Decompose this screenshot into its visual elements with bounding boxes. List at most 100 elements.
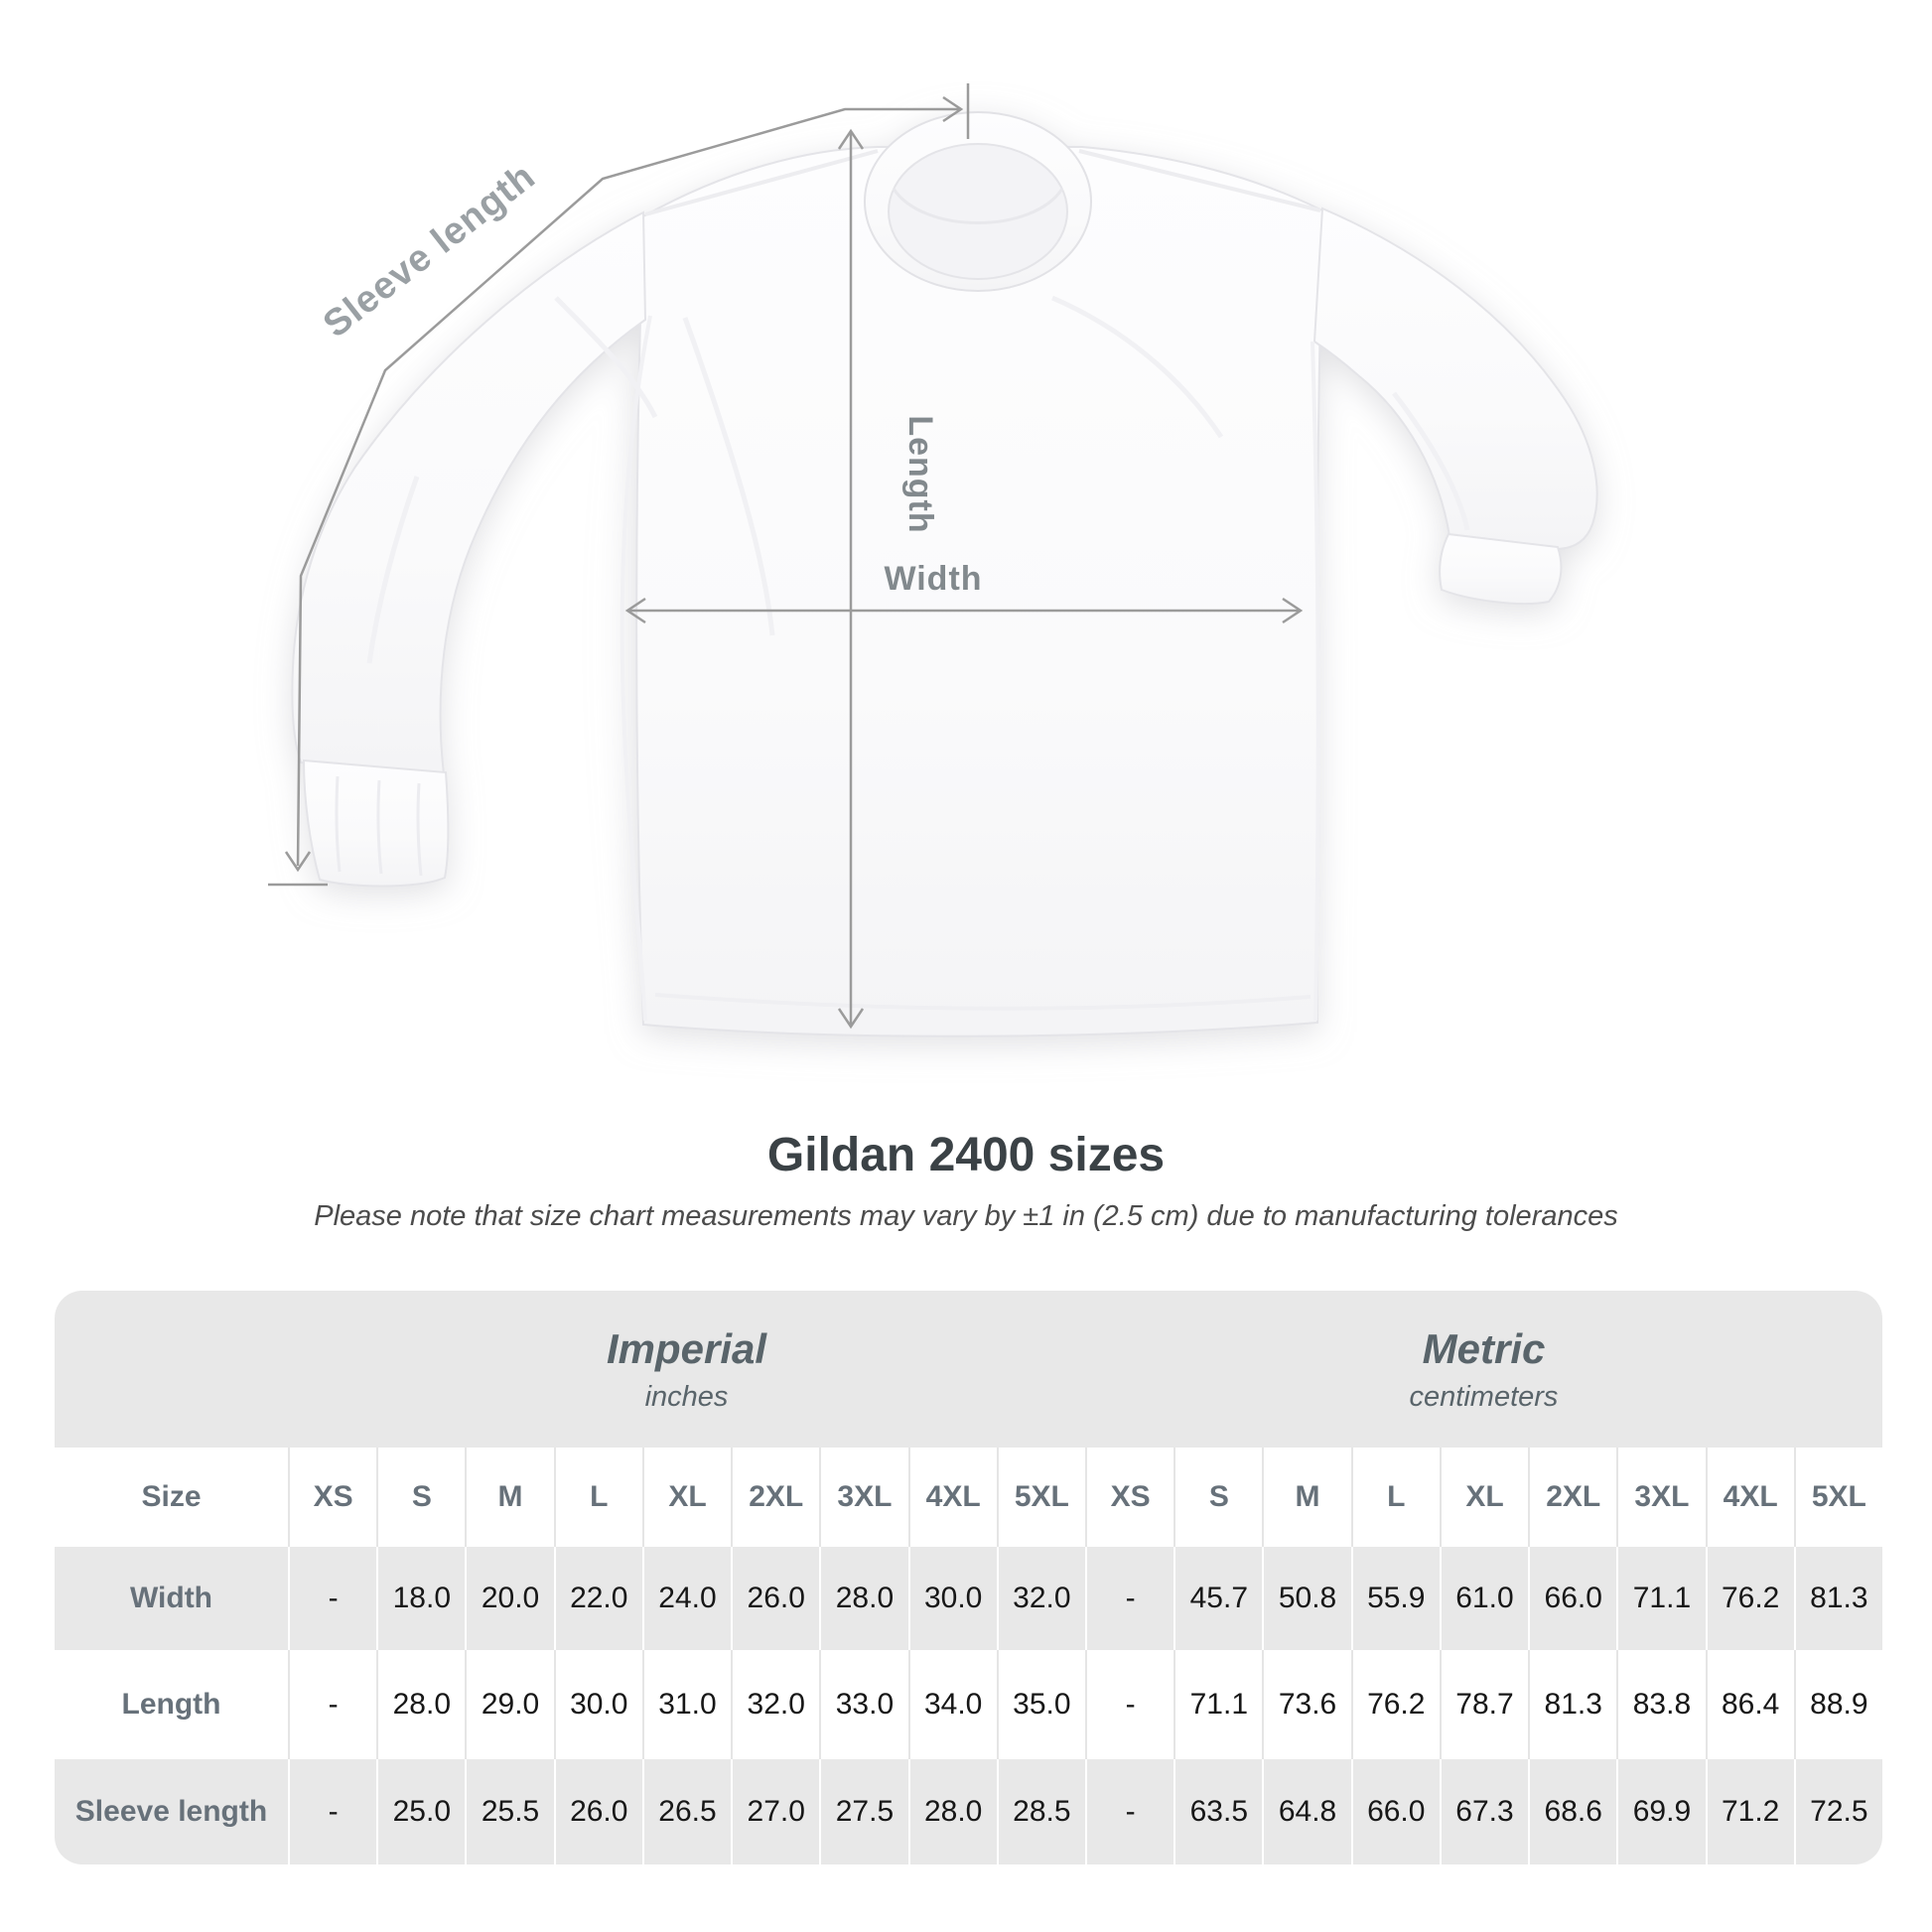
shirt-right-cuff (1439, 532, 1563, 606)
metric-value-cell: 61.0 (1439, 1547, 1528, 1650)
imperial-value-cell: 28.0 (376, 1650, 465, 1759)
length-arrow-up (837, 128, 865, 150)
metric-value-cell: 64.8 (1262, 1759, 1350, 1864)
metric-value-cell: 78.7 (1439, 1650, 1528, 1759)
width-label: Width (884, 560, 982, 598)
imperial-size-col-header: 3XL (819, 1448, 907, 1547)
metric-value-cell: 81.3 (1793, 1547, 1882, 1650)
imperial-size-col-header: XL (641, 1448, 731, 1547)
side-seams (620, 315, 1320, 1022)
measurement-row: Width -18.0 20.0 22.0 24.0 26.0 28.0 30.0 32.0-4… (55, 1547, 1882, 1650)
shirt-left-cuff (302, 759, 450, 888)
imperial-unit-label: inches (644, 1380, 729, 1413)
page-title: Gildan 2400 sizes (766, 1129, 1166, 1181)
row-label: Width (129, 1582, 213, 1614)
size-header-row: Size XS S M L XL 2XL 3XL 4XL 5XL XS S M L XL 2XL 3XL 4XL 5… (55, 1448, 1882, 1547)
metric-value-cell: 76.2 (1350, 1650, 1440, 1759)
shirt-body (635, 146, 1324, 1037)
table-group-header-row: Imperial inches Metric centimeters (55, 1291, 1882, 1448)
imperial-size-col-header: 2XL (731, 1448, 819, 1547)
table-body: Size XS S M L XL 2XL 3XL 4XL 5XL XS S M L XL 2XL 3XL 4XL 5… (55, 1448, 1882, 1864)
imperial-value-cell: 30.0 (553, 1650, 642, 1759)
row-label: Length (121, 1688, 221, 1721)
metric-value-cell: - (1084, 1547, 1173, 1650)
imperial-value-cell: 22.0 (553, 1547, 642, 1650)
imperial-value-cell: 28.0 (907, 1759, 997, 1864)
shirt-right-sleeve (1312, 207, 1598, 551)
metric-size-col-header: M (1262, 1448, 1350, 1547)
imperial-value-cell: 26.0 (731, 1547, 819, 1650)
metric-value-cell: 81.3 (1528, 1650, 1616, 1759)
imperial-value-cell: - (288, 1650, 376, 1759)
metric-value-cell: - (1084, 1759, 1173, 1864)
imperial-group-header: Imperial inches (288, 1291, 1085, 1448)
metric-value-cell: 71.1 (1616, 1547, 1705, 1650)
imperial-size-col-header: 5XL (996, 1448, 1085, 1547)
imperial-value-cell: 32.0 (996, 1547, 1085, 1650)
size-table: Imperial inches Metric centimeters Size X… (55, 1291, 1882, 1864)
measurement-row: Length -28.0 29.0 30.0 31.0 32.0 33.0 34.0 35.0-… (55, 1650, 1882, 1759)
hem-stitch (654, 993, 1311, 1011)
metric-value-cell: - (1084, 1650, 1173, 1759)
width-arrow-right (1282, 597, 1304, 624)
metric-value-cell: 88.9 (1793, 1650, 1882, 1759)
metric-size-col-header: 4XL (1705, 1448, 1794, 1547)
metric-value-cell: 68.6 (1528, 1759, 1616, 1864)
imperial-value-cell: 29.0 (465, 1650, 553, 1759)
title-block: Gildan 2400 sizes Please note that size … (0, 1128, 1932, 1233)
fabric-folds (366, 295, 1470, 664)
metric-size-col-header: S (1173, 1448, 1262, 1547)
imperial-value-cell: 31.0 (641, 1650, 731, 1759)
imperial-value-cell: - (288, 1759, 376, 1864)
imperial-value-cell: 32.0 (731, 1650, 819, 1759)
imperial-value-cell: 28.5 (996, 1759, 1085, 1864)
imperial-size-col-header: M (465, 1448, 553, 1547)
metric-size-col-header: 5XL (1793, 1448, 1882, 1547)
sleeve-length-line (296, 107, 961, 867)
metric-size-col-header: 2XL (1528, 1448, 1616, 1547)
metric-value-cell: 73.6 (1262, 1650, 1350, 1759)
metric-size-col-header: XS (1084, 1448, 1173, 1547)
metric-value-cell: 71.2 (1705, 1759, 1794, 1864)
imperial-value-cell: 25.0 (376, 1759, 465, 1864)
imperial-value-cell: 26.5 (641, 1759, 731, 1864)
imperial-value-cell: 24.0 (641, 1547, 731, 1650)
tolerance-note: Please note that size chart measurements… (314, 1200, 1618, 1232)
length-arrow-down (837, 1008, 865, 1030)
metric-unit-label: centimeters (1409, 1380, 1559, 1413)
imperial-value-cell: 34.0 (907, 1650, 997, 1759)
collar-shadow-line (892, 188, 1064, 224)
metric-value-cell: 66.0 (1528, 1547, 1616, 1650)
imperial-size-col-header: L (553, 1448, 642, 1547)
metric-value-cell: 72.5 (1793, 1759, 1882, 1864)
imperial-value-cell: 26.0 (553, 1759, 642, 1864)
sleeve-arrow-right (942, 95, 964, 123)
imperial-value-cell: - (288, 1547, 376, 1650)
imperial-value-cell: 25.5 (465, 1759, 553, 1864)
metric-value-cell: 66.0 (1350, 1759, 1440, 1864)
left-cuff-ribs (335, 775, 423, 877)
imperial-value-cell: 33.0 (819, 1650, 907, 1759)
metric-size-col-header: L (1350, 1448, 1440, 1547)
metric-value-cell: 50.8 (1262, 1547, 1350, 1650)
imperial-value-cell: 27.0 (731, 1759, 819, 1864)
metric-value-cell: 86.4 (1705, 1650, 1794, 1759)
metric-value-cell: 76.2 (1705, 1547, 1794, 1650)
metric-label: Metric (1422, 1324, 1546, 1372)
imperial-value-cell: 18.0 (376, 1547, 465, 1650)
imperial-value-cell: 30.0 (907, 1547, 997, 1650)
metric-value-cell: 69.9 (1616, 1759, 1705, 1864)
row-label: Sleeve length (74, 1795, 268, 1828)
metric-value-cell: 45.7 (1173, 1547, 1262, 1650)
measurement-lines (268, 83, 1304, 1030)
imperial-label: Imperial (606, 1324, 767, 1372)
shirt-diagram-svg: Sleeve length Length Width (268, 83, 1598, 1037)
imperial-size-col-header: XS (288, 1448, 376, 1547)
measurement-row: Sleeve length -25.0 25.5 26.0 26.5 27.0 27.5 28… (55, 1759, 1882, 1864)
length-label: Length (901, 415, 939, 533)
metric-value-cell: 67.3 (1439, 1759, 1528, 1864)
metric-value-cell: 63.5 (1173, 1759, 1262, 1864)
imperial-value-cell: 27.5 (819, 1759, 907, 1864)
imperial-value-cell: 28.0 (819, 1547, 907, 1650)
